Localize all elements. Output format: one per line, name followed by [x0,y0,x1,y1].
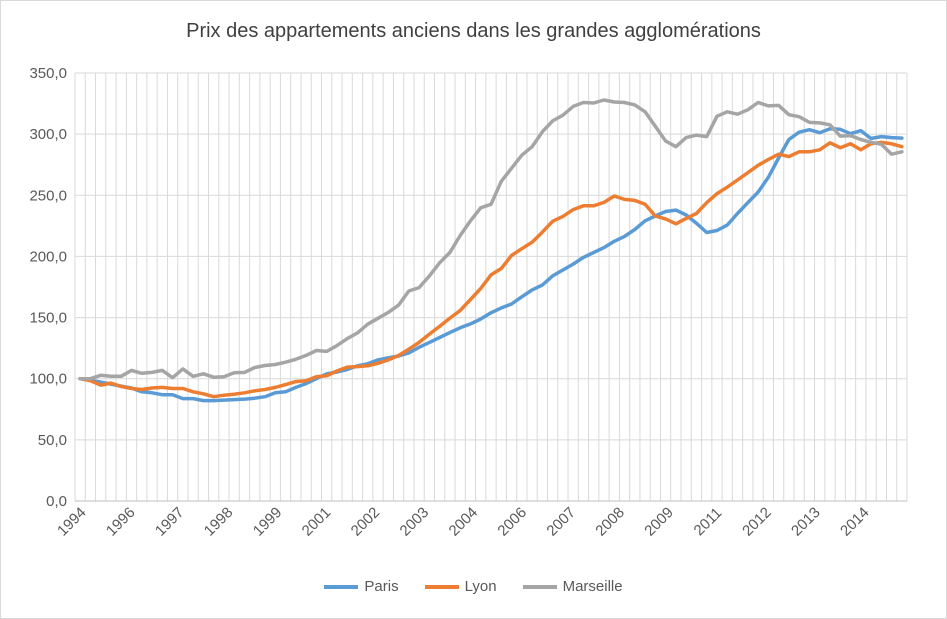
legend-item-paris: Paris [324,578,399,595]
x-tick-label: 1996 [103,504,139,540]
x-tick-label: 2001 [299,504,335,540]
x-tick-label: 2003 [397,504,433,540]
x-tick-label: 2014 [837,504,873,540]
x-tick-label: 2002 [348,504,384,540]
x-tick-label: 2012 [739,504,775,540]
x-axis-ticks: 1994 1996 1997 1998 1999 2001 2002 2003 2004 2006… [54,504,873,540]
legend-label-paris: Paris [364,578,399,595]
legend-label-marseille: Marseille [562,578,623,595]
x-tick-label: 1999 [250,504,286,540]
y-tick-label: 50,0 [38,432,67,449]
series-line-paris [78,127,904,403]
y-tick-label: 200,0 [29,248,67,265]
y-tick-label: 150,0 [29,310,67,327]
legend-label-lyon: Lyon [464,578,497,595]
legend-swatch-lyon [424,584,459,589]
x-tick-label: 1997 [152,504,188,540]
legend: Paris Lyon Marseille [0,578,947,595]
y-tick-label: 350,0 [29,65,67,82]
x-tick-label: 2013 [788,504,824,540]
y-tick-label: 250,0 [29,187,67,204]
y-axis-ticks: 0,0 50,0 100,0 150,0 200,0 250,0 300,0 350,0 [29,65,67,510]
series-line-lyon [78,140,904,399]
legend-item-marseille: Marseille [522,578,623,595]
x-tick-label: 2004 [446,504,482,540]
series-lines [78,98,904,403]
x-tick-label: 2007 [543,504,579,540]
chart-title: Prix des appartements anciens dans les g… [186,20,761,42]
legend-item-lyon: Lyon [424,578,497,595]
y-tick-label: 0,0 [46,493,67,510]
x-tick-label: 2011 [691,504,726,539]
y-tick-label: 300,0 [29,126,67,143]
x-tick-label: 1998 [201,504,237,540]
series-line-marseille [78,98,904,381]
grid-lines [74,72,908,502]
x-tick-label: 2008 [592,504,628,540]
y-tick-label: 100,0 [29,371,67,388]
legend-swatch-paris [324,584,359,589]
legend-swatch-marseille [522,584,557,589]
x-tick-label: 2009 [641,504,677,540]
x-tick-label: 2006 [494,504,530,540]
